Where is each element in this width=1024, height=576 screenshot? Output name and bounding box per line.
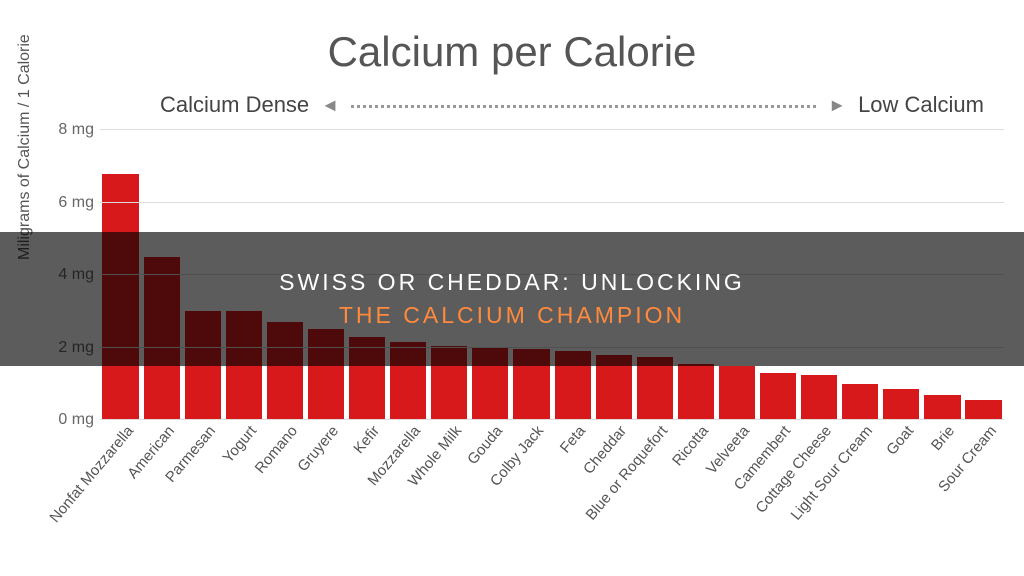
bar (637, 357, 673, 420)
scale-left-label: Calcium Dense (160, 92, 309, 118)
bar (842, 384, 878, 420)
scale-right-label: Low Calcium (858, 92, 984, 118)
bar (719, 366, 755, 420)
scale-dots (351, 105, 816, 108)
bar (965, 400, 1001, 420)
headline-line-2: THE CALCIUM CHAMPION (339, 302, 685, 329)
bar (924, 395, 960, 420)
gridline (100, 129, 1004, 130)
x-label: Feta (556, 423, 588, 457)
arrow-right-icon: ► (828, 96, 846, 114)
x-label: Romano (252, 423, 301, 477)
bar (760, 373, 796, 420)
y-tick: 8 mg (40, 121, 94, 139)
arrow-left-icon: ◄ (321, 96, 339, 114)
y-axis-title: Miligrams of Calcium / 1 Calorie (16, 34, 34, 260)
y-tick: 6 mg (40, 194, 94, 212)
gridline (100, 419, 1004, 420)
gridline (100, 202, 1004, 203)
x-label: Gruyere (294, 423, 342, 475)
chart-title: Calcium per Calorie (0, 28, 1024, 76)
density-scale: Calcium Dense ◄ ► Low Calcium (160, 92, 984, 118)
headline-line-1: SWISS OR CHEDDAR: UNLOCKING (279, 269, 745, 296)
y-tick: 0 mg (40, 411, 94, 429)
x-label: Brie (928, 423, 958, 454)
headline-overlay: SWISS OR CHEDDAR: UNLOCKING THE CALCIUM … (0, 232, 1024, 366)
bar (678, 364, 714, 420)
bar (801, 375, 837, 420)
x-label: Nonfat Mozzarella (46, 423, 137, 527)
bar (883, 389, 919, 420)
x-label: Yogurt (219, 423, 260, 467)
x-label: Kefir (350, 423, 383, 458)
x-label: Goat (883, 423, 917, 459)
